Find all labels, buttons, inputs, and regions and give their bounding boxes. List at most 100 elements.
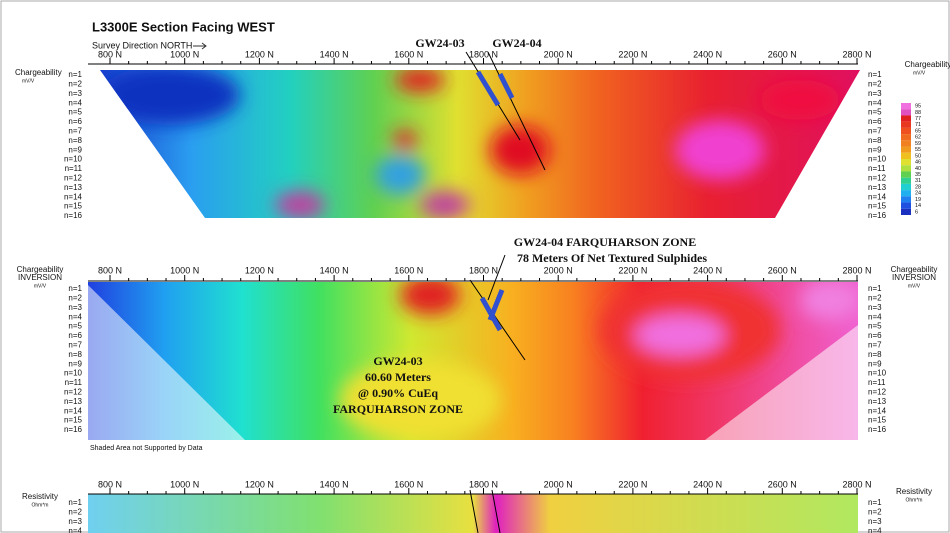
scale-swatch — [901, 134, 911, 141]
level-label: n=4 — [868, 312, 882, 321]
level-label: n=5 — [68, 108, 82, 117]
level-label: n=14 — [64, 192, 83, 201]
resistivity-section — [88, 494, 858, 533]
scale-label: 35 — [915, 172, 921, 178]
level-label: n=16 — [64, 425, 83, 434]
panel-label: INVERSION — [18, 273, 62, 282]
axis-label: 1000 N — [170, 49, 199, 59]
level-label: n=1 — [868, 284, 882, 293]
level-label: n=11 — [868, 378, 886, 387]
level-label: n=10 — [868, 369, 887, 378]
level-label: n=11 — [65, 164, 83, 173]
axis-label: 1400 N — [320, 265, 349, 275]
scale-label: 88 — [915, 110, 921, 116]
scale-swatch — [901, 183, 911, 191]
axis-label: 2600 N — [768, 265, 797, 275]
axis-label: 1200 N — [245, 265, 274, 275]
level-label: n=4 — [68, 312, 82, 321]
level-label: n=5 — [868, 108, 882, 117]
panel-unit: mV/V — [908, 283, 921, 289]
axis-label: 1400 N — [320, 479, 349, 489]
level-label: n=2 — [68, 508, 82, 517]
chargeability-pseudosection — [100, 70, 860, 218]
title: L3300E Section Facing WEST — [92, 19, 275, 34]
level-label: n=8 — [868, 350, 882, 359]
hole-label: GW24-04 — [492, 36, 541, 50]
level-label: n=3 — [68, 303, 82, 312]
scale-swatch — [901, 159, 911, 166]
axis-label: 2400 N — [693, 49, 722, 59]
scale-swatch — [901, 152, 911, 159]
level-label: n=7 — [68, 127, 82, 136]
level-label: n=14 — [868, 192, 887, 201]
callout: GW24-03 — [373, 354, 422, 368]
scale-swatch — [901, 103, 911, 110]
scale-swatch — [901, 127, 911, 135]
level-label: n=15 — [868, 416, 887, 425]
panel-label: INVERSION — [892, 273, 936, 282]
scale-label: 19 — [915, 197, 921, 203]
axis-label: 2000 N — [544, 265, 573, 275]
axis-label: 1000 N — [170, 265, 199, 275]
shaded-area — [705, 325, 858, 440]
callout: GW24-04 FARQUHARSON ZONE — [514, 235, 696, 249]
scale-label: 77 — [915, 116, 921, 122]
panel-unit: mV/V — [22, 78, 35, 84]
level-label: n=2 — [68, 294, 82, 303]
scale-swatch — [901, 115, 911, 122]
level-label: n=8 — [868, 136, 882, 145]
scale-swatch — [901, 208, 911, 215]
scale-label: 40 — [915, 166, 921, 172]
axis-label: 800 N — [98, 49, 122, 59]
axis-label: 2800 N — [842, 265, 871, 275]
level-label: n=7 — [868, 127, 882, 136]
direction-arrow — [193, 42, 207, 50]
callout: 60.60 Meters — [365, 370, 431, 384]
panel-label: Chargeability — [891, 265, 938, 274]
drill-holes — [465, 51, 546, 533]
level-label: n=3 — [868, 89, 882, 98]
level-label: n=9 — [68, 359, 82, 368]
level-label: n=1 — [868, 498, 882, 507]
level-label: n=2 — [868, 294, 882, 303]
level-label: n=9 — [68, 145, 82, 154]
axis-label: 1600 N — [394, 265, 423, 275]
panel-unit: Ohm*m — [906, 497, 923, 503]
level-label: n=16 — [868, 211, 887, 220]
axis-label: 2400 N — [693, 265, 722, 275]
scale-label: 62 — [915, 135, 921, 141]
scale-swatch — [901, 171, 911, 178]
axis-label: 1200 N — [245, 49, 274, 59]
scale-label: 65 — [915, 128, 921, 134]
axis-label: 2600 N — [768, 49, 797, 59]
axis-label: 2200 N — [618, 49, 647, 59]
callout: @ 0.90% CuEq — [358, 386, 439, 400]
axis-label: 1800 N — [469, 49, 498, 59]
scale-unit: mV/V — [913, 70, 926, 76]
level-label: n=7 — [68, 341, 82, 350]
level-label: n=10 — [868, 155, 887, 164]
level-label: n=4 — [868, 98, 882, 107]
level-label: n=15 — [64, 202, 83, 211]
scale-swatch — [901, 121, 911, 128]
level-label: n=6 — [68, 117, 82, 126]
scale-label: 28 — [915, 184, 921, 190]
level-label: n=13 — [868, 397, 887, 406]
level-label: n=11 — [65, 378, 83, 387]
panel-label: Chargeability — [17, 265, 64, 274]
level-label: n=14 — [64, 406, 83, 415]
scale-label: 14 — [915, 203, 921, 209]
scale-label: 50 — [915, 153, 921, 159]
level-label: n=15 — [64, 416, 83, 425]
scale-swatch — [901, 109, 911, 116]
panel-label: Resistivity — [896, 487, 932, 496]
level-label: n=9 — [868, 145, 882, 154]
axis-label: 1000 N — [170, 479, 199, 489]
scale-label: 95 — [915, 104, 921, 110]
level-label: n=1 — [68, 284, 82, 293]
level-label: n=15 — [868, 202, 887, 211]
scale-swatch — [901, 165, 911, 172]
level-label: n=7 — [868, 341, 882, 350]
inversion-section — [88, 282, 858, 440]
